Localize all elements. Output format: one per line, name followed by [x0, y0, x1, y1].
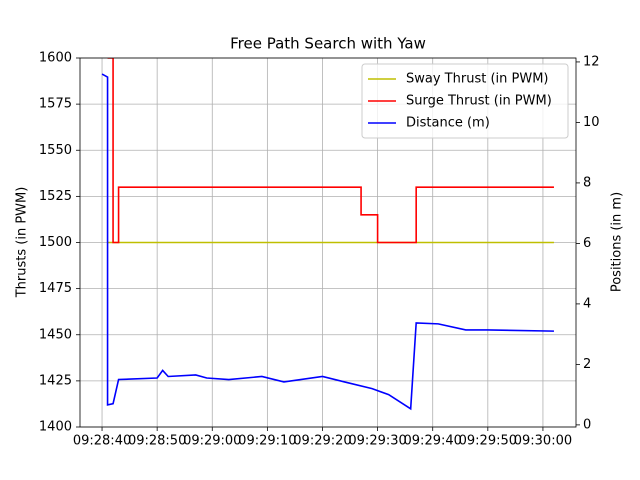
x-tick-label: 09:29:20 [293, 434, 351, 449]
series-line [101, 73, 554, 411]
y2-tick-label: 4 [583, 296, 591, 311]
x-tick-label: 09:29:50 [459, 434, 517, 449]
y-tick-label: 1450 [39, 327, 72, 342]
y2-tick-label: 10 [583, 115, 600, 130]
x-tick-label: 09:29:40 [404, 434, 462, 449]
legend-box [361, 63, 569, 139]
chart-title: Free Path Search with Yaw [230, 35, 426, 53]
x-tick-label: 09:28:40 [73, 434, 131, 449]
y-tick-label: 1425 [39, 373, 72, 388]
y2-tick-label: 6 [583, 236, 591, 251]
y-tick-label: 1525 [39, 189, 72, 204]
y-tick-label: 1575 [39, 97, 72, 112]
x-tick-label: 09:28:50 [128, 434, 186, 449]
plot-frame [79, 57, 577, 428]
y-tick-label: 1500 [39, 235, 72, 250]
y-tick-label: 1550 [39, 143, 72, 158]
x-tick-label: 09:29:10 [238, 434, 296, 449]
x-tick-label: 09:29:00 [183, 434, 241, 449]
y-tick-label: 1400 [39, 420, 72, 435]
y-tick-label: 1600 [39, 51, 72, 66]
y-axis-label: Thrusts (in PWM) [15, 187, 30, 299]
legend-label: Distance (m) [406, 116, 490, 131]
legend-label: Sway Thrust (in PWM) [406, 72, 548, 87]
series-line [107, 58, 554, 244]
x-tick-label: 09:29:30 [348, 434, 406, 449]
x-tick-label: 09:30:00 [514, 434, 572, 449]
y-tick-label: 1475 [39, 281, 72, 296]
y2-tick-label: 0 [583, 417, 591, 432]
y2-tick-label: 8 [583, 175, 591, 190]
legend-label: Surge Thrust (in PWM) [406, 94, 552, 109]
y2-tick-label: 2 [583, 357, 591, 372]
y2-tick-label: 12 [583, 54, 600, 69]
y2-axis-label: Positions (in m) [610, 192, 625, 292]
